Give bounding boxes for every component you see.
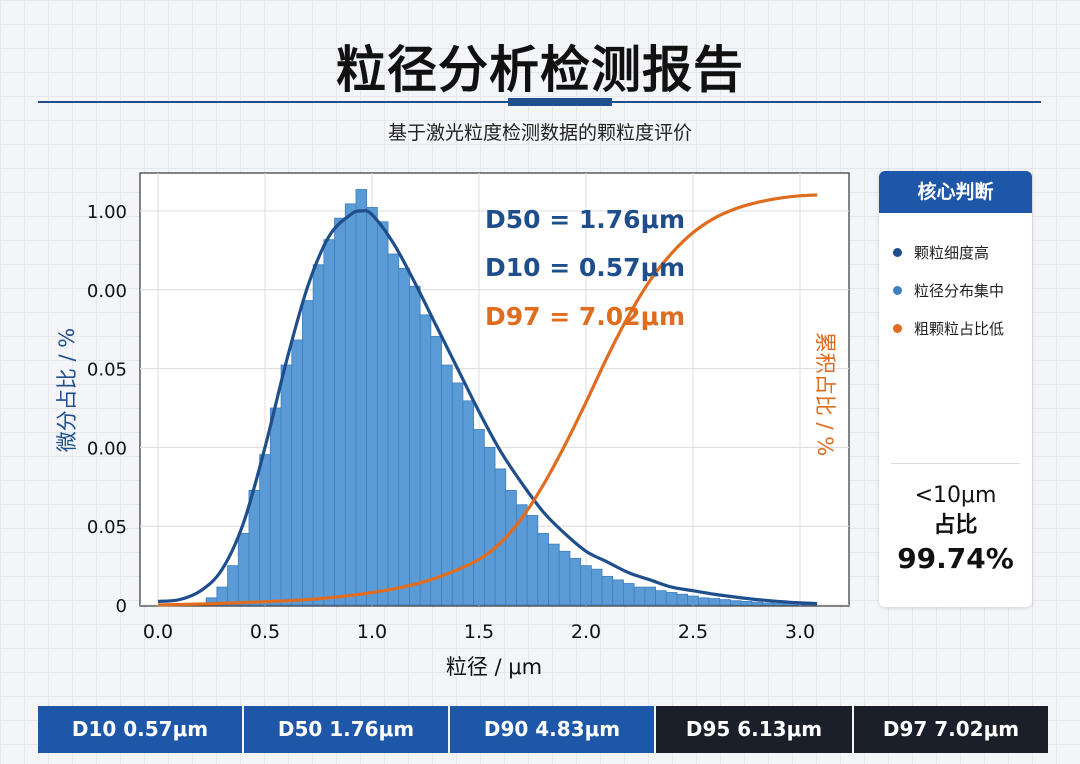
histogram-bar: [537, 532, 549, 606]
y-tick-label: 0.00: [87, 438, 127, 459]
core-judgment-panel: 核心判断 颗粒细度高 粒径分布集中 粗颗粒占比低 <10μm 占比 99.74%: [879, 171, 1032, 607]
histogram-bar: [601, 575, 614, 606]
x-tick-labels: 0.0 0.5 1.0 1.5 2.0 2.5 3.0: [143, 621, 815, 643]
histogram-bar: [312, 264, 325, 606]
histogram-bar: [473, 429, 485, 606]
histogram-bar: [323, 239, 335, 606]
histogram-bar: [655, 590, 667, 606]
histogram-bar: [430, 335, 442, 606]
panel-header: 核心判断: [879, 171, 1032, 213]
histogram-bar: [398, 267, 410, 606]
histogram-bar: [558, 550, 571, 606]
x-axis-label: 粒径 / μm: [446, 655, 542, 679]
y-tick-label: 0.05: [87, 360, 127, 381]
histogram-bar: [483, 446, 496, 606]
histogram-bar: [387, 253, 400, 606]
x-tick-label: 0.0: [143, 621, 173, 643]
list-item: 粗颗粒占比低: [893, 309, 1032, 347]
histogram-bar: [676, 593, 689, 606]
x-tick-label: 2.5: [678, 621, 708, 643]
title-underline-accent: [508, 98, 612, 106]
histogram-bar: [269, 407, 282, 606]
stat-sub-label: 占比: [933, 513, 978, 538]
x-tick-label: 3.0: [785, 621, 815, 643]
x-tick-label: 2.0: [571, 621, 601, 643]
list-item-label: 颗粒细度高: [914, 243, 990, 262]
bullet-dot-icon: [893, 285, 902, 295]
y-tick-label: 1.00: [87, 202, 127, 223]
histogram-bar: [762, 602, 774, 606]
histogram-bar: [441, 364, 453, 606]
cumulative-curve: [157, 193, 818, 607]
histogram-bar: [366, 207, 378, 606]
histogram-bar: [740, 601, 753, 606]
percentile-summary-bar: D10 0.57μm D50 1.76μm D90 4.83μm D95 6.1…: [38, 706, 1048, 753]
histogram-bar: [590, 568, 603, 606]
histogram-bar: [687, 595, 699, 606]
histogram-bar: [419, 314, 432, 606]
list-item-label: 粒径分布集中: [914, 281, 1005, 300]
histogram-bar: [355, 189, 368, 606]
stat-label: <10μm: [914, 483, 997, 508]
list-item-label: 粗颗粒占比低: [914, 319, 1005, 338]
annotation-d50: D50 = 1.76μm: [485, 205, 685, 234]
histogram-bar: [344, 203, 357, 606]
histogram-bar: [697, 597, 710, 606]
page-subtitle: 基于激光粒度检测数据的颗粒度评价: [387, 122, 692, 144]
histogram-bars: [205, 189, 817, 606]
histogram-bar: [505, 489, 517, 606]
x-tick-label: 0.5: [250, 621, 280, 643]
histogram-bar: [730, 600, 742, 606]
histogram-bar: [526, 515, 539, 606]
summary-cell-d95: D95 6.13μm: [656, 706, 854, 753]
summary-cell-d10: D10 0.57μm: [38, 706, 244, 753]
histogram-bar: [580, 565, 592, 606]
summary-cell-d90: D90 4.83μm: [450, 706, 656, 753]
x-tick-label: 1.5: [464, 621, 494, 643]
fine-fraction-stat: <10μm 占比 99.74%: [879, 481, 1032, 577]
histogram-bar: [612, 579, 624, 606]
histogram-bar: [462, 400, 475, 606]
y-tick-label: 0.00: [87, 281, 127, 302]
summary-cell-d97: D97 7.02μm: [854, 706, 1048, 753]
bullet-dot-icon: [893, 247, 902, 257]
annotation-d97: D97 = 7.02μm: [485, 302, 685, 331]
histogram-bar: [751, 601, 763, 606]
list-item: 颗粒细度高: [893, 233, 1032, 271]
histogram-bar: [409, 285, 421, 606]
histogram-bar: [248, 489, 261, 606]
histogram-bar: [259, 454, 271, 606]
histogram-bar: [708, 598, 721, 606]
histogram-bar: [334, 217, 346, 606]
annotation-d10: D10 = 0.57μm: [485, 253, 685, 282]
y-tick-labels: 0 0.05 0.00 0.05 0.00 1.00: [87, 202, 127, 617]
histogram-bar: [227, 565, 239, 606]
y-tick-label: 0: [116, 596, 127, 617]
list-item: 粒径分布集中: [893, 271, 1032, 309]
density-curve: [157, 209, 818, 606]
y-axis-label: 微分占比 / %: [55, 328, 79, 452]
histogram-bar: [291, 339, 303, 606]
stat-value: 99.74%: [897, 542, 1014, 575]
histogram-bar: [302, 300, 314, 606]
histogram-bar: [665, 592, 678, 606]
y-tick-label: 0.05: [87, 517, 127, 538]
histogram-bar: [772, 602, 785, 606]
y2-axis-label: 累积占比 / %: [813, 332, 837, 456]
page-title: 粒径分析检测报告: [336, 41, 744, 99]
histogram-bar: [548, 543, 560, 606]
histogram-bar: [237, 532, 250, 606]
bullet-dot-icon: [893, 323, 902, 333]
x-tick-label: 1.0: [357, 621, 387, 643]
panel-divider: [891, 463, 1020, 464]
histogram-bar: [280, 364, 293, 606]
summary-cell-d50: D50 1.76μm: [244, 706, 450, 753]
histogram-bar: [633, 586, 646, 606]
histogram-bar: [719, 599, 731, 606]
histogram-bar: [569, 558, 582, 606]
histogram-bar: [623, 583, 635, 606]
histogram-bar: [644, 586, 656, 606]
histogram-bar: [376, 221, 389, 606]
